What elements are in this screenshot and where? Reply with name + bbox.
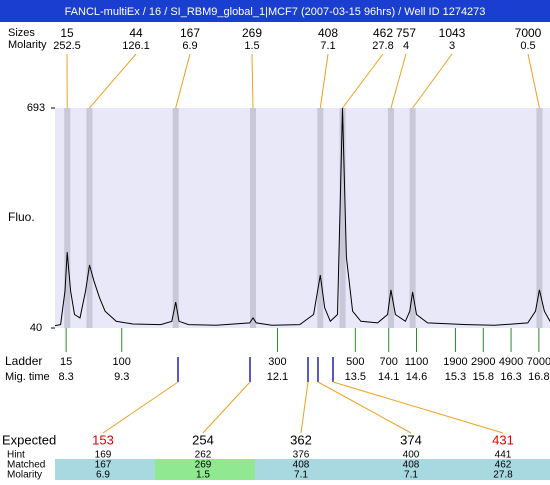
molarity-value: 6.9	[96, 470, 110, 480]
molarity-label: Molarity	[8, 39, 47, 51]
ladder-size: 2900	[471, 356, 495, 368]
peak-connector	[528, 54, 539, 108]
peak-molarity: 7.1	[320, 40, 335, 52]
peak-connector	[89, 54, 136, 108]
title: FANCL-multiEx / 16 / SI_RBM9_global_1|MC…	[65, 6, 486, 18]
peak-band	[317, 108, 323, 328]
sizes-label: Sizes	[8, 27, 35, 39]
peak-molarity: 6.9	[182, 40, 197, 52]
mig-time-label: Mig. time	[5, 371, 50, 383]
peak-size: 15	[60, 26, 74, 40]
peak-size: 7000	[515, 26, 542, 40]
ladder-size: 15	[60, 356, 72, 368]
match-connector	[318, 382, 411, 433]
peak-size: 757	[396, 26, 416, 40]
peak-connector	[320, 54, 328, 108]
peak-band	[86, 108, 92, 328]
peak-molarity: 3	[449, 40, 455, 52]
peak-connector	[252, 54, 253, 108]
peak-band	[536, 108, 542, 328]
peak-molarity: 0.5	[520, 40, 535, 52]
expected-value: 254	[192, 432, 214, 447]
peak-molarity: 27.8	[372, 40, 393, 52]
ladder-time: 14.6	[406, 371, 427, 383]
peak-connector	[176, 54, 190, 108]
peak-connector	[413, 54, 452, 108]
y-tick-label: 40	[30, 322, 42, 334]
peak-size: 408	[318, 26, 338, 40]
row-label: Molarity	[7, 470, 42, 480]
peak-band	[250, 108, 256, 328]
ladder-time: 15.8	[473, 371, 494, 383]
peak-molarity: 1.5	[244, 40, 259, 52]
ladder-label: Ladder	[5, 354, 42, 368]
peak-size: 167	[180, 26, 200, 40]
ladder-size: 500	[346, 356, 364, 368]
molarity-value: 7.1	[294, 470, 308, 480]
ladder-size: 7000	[527, 356, 550, 368]
peak-band	[340, 108, 346, 328]
ladder-size: 700	[380, 356, 398, 368]
match-connector	[103, 382, 178, 433]
peak-band	[173, 108, 179, 328]
peak-molarity: 4	[403, 40, 409, 52]
y-tick-label: 693	[27, 102, 45, 114]
ladder-size: 1100	[405, 356, 429, 368]
peak-size: 44	[129, 26, 143, 40]
ladder-time: 16.3	[500, 371, 521, 383]
molarity-value: 1.5	[196, 470, 210, 480]
peak-connector	[343, 54, 383, 108]
ladder-time: 15.3	[445, 371, 466, 383]
peak-size: 462	[373, 26, 393, 40]
molarity-value: 27.8	[493, 470, 513, 480]
expected-value: 431	[492, 432, 514, 447]
expected-value: 374	[400, 432, 422, 447]
ladder-time: 16.8	[528, 371, 549, 383]
ladder-size: 4900	[499, 356, 523, 368]
peak-band	[388, 108, 394, 328]
match-connector	[301, 382, 308, 433]
peak-size: 269	[242, 26, 262, 40]
ladder-time: 8.3	[58, 371, 73, 383]
peak-size: 1043	[439, 26, 466, 40]
row-label: Expected	[2, 432, 56, 447]
expected-value: 153	[92, 432, 114, 447]
ladder-time: 14.1	[378, 371, 399, 383]
expected-value: 362	[290, 432, 312, 447]
peak-band	[64, 108, 70, 328]
plot-area	[55, 108, 550, 328]
match-connector	[203, 382, 250, 433]
y-axis-label: Fluo.	[8, 210, 35, 224]
ladder-size: 1900	[443, 356, 467, 368]
ladder-time: 9.3	[114, 371, 129, 383]
ladder-time: 13.5	[345, 371, 366, 383]
match-connector	[333, 382, 503, 433]
ladder-time: 12.1	[267, 371, 288, 383]
peak-molarity: 252.5	[53, 40, 81, 52]
ladder-size: 300	[268, 356, 286, 368]
peak-connector	[391, 54, 406, 108]
molarity-value: 7.1	[404, 470, 418, 480]
peak-molarity: 126.1	[122, 40, 150, 52]
ladder-size: 100	[113, 356, 131, 368]
